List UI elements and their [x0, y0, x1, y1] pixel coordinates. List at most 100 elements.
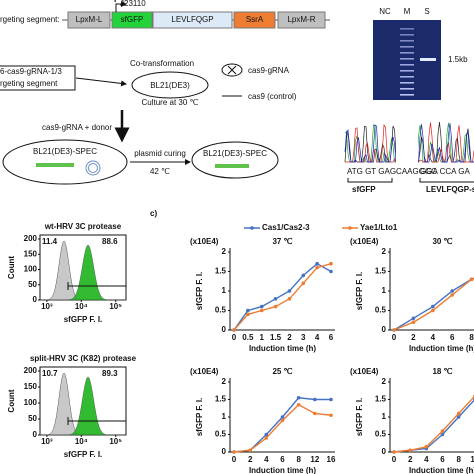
plasmid-icon: [221, 63, 243, 77]
label: cas9 (control): [248, 92, 297, 101]
cross: [227, 65, 237, 75]
y-unit: (x10E4): [190, 237, 219, 246]
x-label: sfGFP F. I.: [64, 315, 103, 324]
y-tick-label: 100: [24, 398, 38, 407]
y-tick-label: 150: [24, 382, 38, 391]
point: [329, 261, 333, 266]
construct-part: [233, 11, 276, 29]
x-tick-label: 0: [392, 333, 397, 342]
y-tick-label: 0.5: [215, 430, 227, 439]
label: 89.3: [102, 369, 118, 378]
y-tick-label: 100: [24, 265, 38, 274]
construct-part: [67, 11, 111, 29]
x-tick-label: 12: [310, 455, 319, 464]
y-tick-label: 0: [222, 325, 227, 334]
x-label: Induction time (h): [409, 466, 474, 474]
x-tick-label: 10³: [41, 437, 53, 446]
y-tick-label: 1.5: [375, 395, 387, 404]
x-tick-label: 2: [411, 333, 416, 342]
x-tick-label: 10³: [41, 302, 53, 311]
ladder-band: [400, 58, 414, 60]
legend-entry: Yae1/Lto1: [360, 223, 398, 232]
plasmid-icon: [88, 163, 98, 173]
construct-part: [111, 11, 153, 29]
cell: [191, 141, 279, 179]
point: [246, 312, 250, 317]
label: GGA CCA GA: [420, 167, 470, 176]
ladder-band: [400, 34, 414, 36]
x-tick-label: 8: [469, 333, 474, 342]
x-tick-label: 2: [408, 455, 413, 464]
y-tick-label: 0: [222, 447, 227, 456]
ladder-band: [400, 70, 414, 72]
histogram: [40, 244, 126, 301]
point: [424, 444, 429, 449]
x-tick-label: 1: [259, 333, 264, 342]
part-label: LpxM-R: [287, 15, 315, 24]
point: [287, 289, 292, 293]
x-label: Induction time (h): [249, 344, 316, 353]
x-label: Induction time (h): [409, 344, 474, 353]
y-tick-label: 0: [33, 295, 38, 304]
point: [431, 308, 435, 313]
point: [296, 402, 301, 407]
ladder-band: [400, 40, 414, 42]
point: [264, 436, 269, 440]
y-unit: (x10E4): [350, 367, 379, 376]
chart-title: 37 ℃: [272, 237, 292, 246]
x-tick-label: 2: [287, 333, 292, 342]
ladder-band: [400, 46, 414, 48]
x-tick-label: 8: [456, 455, 461, 464]
point: [329, 413, 333, 418]
part-label: LEVLFQGP: [171, 15, 213, 24]
chart-title: 30 ℃: [432, 237, 452, 246]
point: [329, 397, 333, 402]
point: [232, 450, 236, 454]
y-tick-label: 0.5: [375, 430, 387, 439]
x-tick-label: 0: [392, 455, 397, 464]
product-band: [420, 58, 436, 61]
x-tick-label: 8: [296, 455, 301, 464]
x-tick-label: 10⁴: [75, 302, 88, 311]
legend-marker: [348, 226, 352, 230]
label: rgeting segment: [0, 79, 58, 88]
point: [392, 328, 396, 332]
ladder-band: [400, 82, 414, 84]
x-tick-label: 4: [264, 455, 269, 464]
point: [456, 415, 461, 419]
label: BL21(DE3)-SPEC: [203, 149, 267, 158]
y-tick-label: 50: [28, 414, 37, 423]
x-tick-label: 1.5: [270, 333, 282, 342]
ladder-band: [400, 88, 414, 90]
label: J23110: [120, 0, 146, 8]
point: [431, 304, 435, 309]
x-tick-label: 6: [329, 333, 334, 342]
construct-part: [277, 11, 326, 29]
y-tick-label: 1: [382, 286, 387, 295]
y-unit: (x10E4): [350, 237, 379, 246]
x-tick-label: 0.5: [242, 333, 254, 342]
point: [469, 277, 474, 282]
histogram: [40, 376, 126, 436]
gap: [396, 108, 418, 168]
label: P: [114, 0, 120, 4]
line: [393, 399, 474, 453]
y-label: Count: [7, 256, 16, 279]
lane-label: NC: [379, 7, 391, 16]
point: [287, 297, 292, 301]
point: [248, 448, 252, 453]
promoter-arrow: [115, 1, 127, 12]
y-tick-label: 1.5: [215, 395, 227, 404]
y-tick-label: 0: [382, 325, 387, 334]
point: [450, 289, 455, 293]
label: sfGFP: [352, 185, 376, 194]
y-tick-label: 2: [382, 247, 387, 256]
cell: [2, 139, 128, 185]
x-tick-label: 10⁴: [75, 437, 88, 446]
lane-label: S: [424, 7, 429, 16]
y-tick-label: 0.5: [215, 306, 227, 315]
x-tick-label: 0: [232, 455, 237, 464]
bracket: [419, 178, 474, 183]
